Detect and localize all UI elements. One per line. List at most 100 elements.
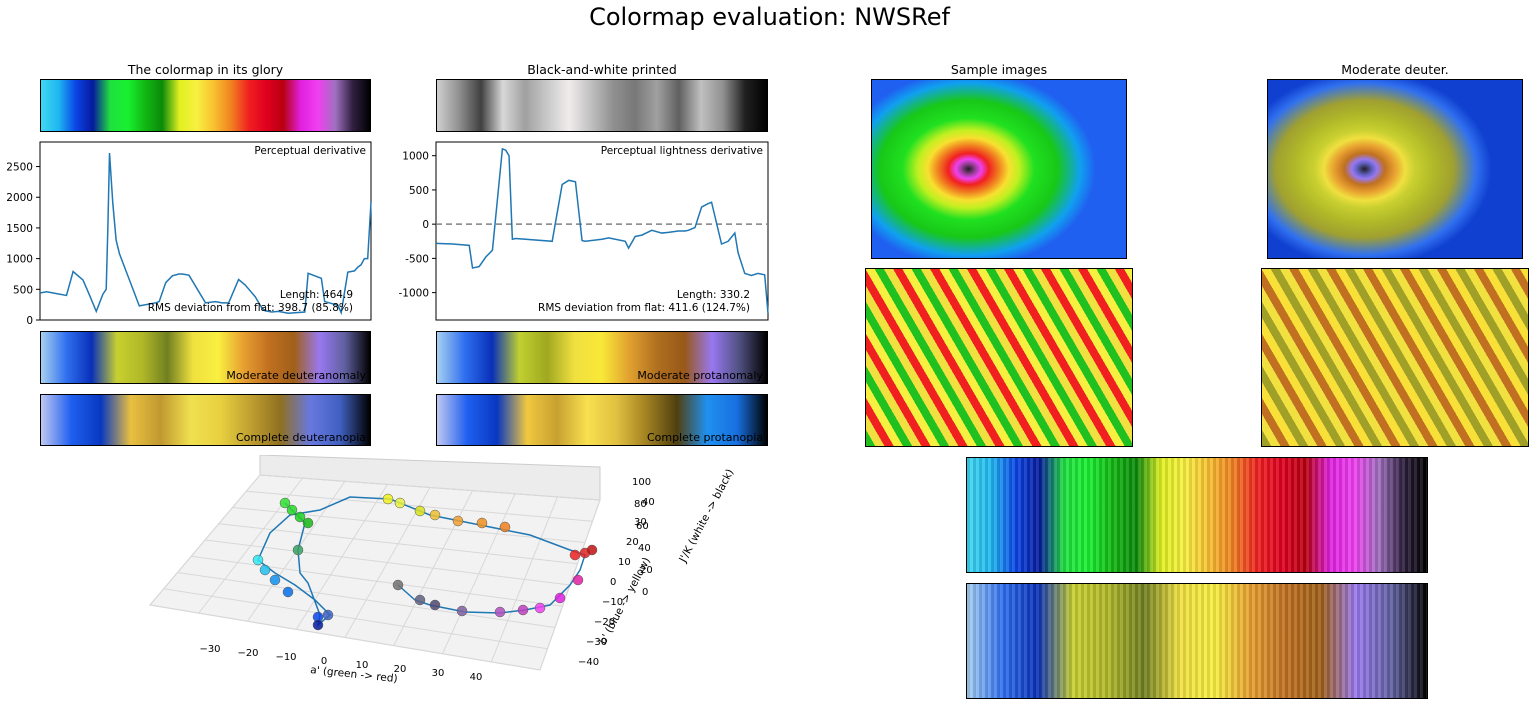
complete-deuteranopia-label: Complete deuteranopia [235, 431, 366, 444]
y-tick-label: −10 [602, 597, 623, 608]
y-tick-label: 1000 [6, 254, 33, 266]
plot-frame [435, 141, 769, 321]
trajectory-point [554, 592, 566, 604]
plot-annotation-rms: RMS deviation from flat: 398.7 (85.8%) [148, 302, 353, 314]
x-tick-label: −30 [199, 644, 220, 655]
plot-annotation-rms: RMS deviation from flat: 411.6 (124.7%) [538, 302, 750, 314]
y-tick-label: -1000 [398, 288, 429, 300]
y-tick-label: 0 [422, 219, 429, 231]
z-tick-label: 100 [632, 477, 651, 488]
grid-line [442, 493, 516, 654]
y-tick-label: 30 [634, 517, 647, 528]
plot-frame [39, 141, 372, 321]
sample-image-waves [865, 268, 1133, 447]
y-tick-label: 500 [409, 185, 429, 197]
trajectory-point [517, 604, 529, 616]
trajectory-point [282, 586, 294, 598]
colormap-strip [40, 79, 371, 132]
z-tick-label: 20 [640, 565, 653, 576]
trajectory-point [302, 517, 314, 529]
moderate-deuteranomaly-label: Moderate deuteranomaly [226, 369, 366, 382]
trajectory-point [569, 549, 581, 561]
trajectory-point [499, 521, 511, 533]
trajectory-point [429, 599, 441, 611]
x-axis-label: a' (green -> red) [310, 664, 398, 685]
plot-annotation-length: Length: 330.2 [677, 289, 750, 301]
x-tick-label: 20 [394, 664, 407, 675]
trajectory-point [259, 564, 271, 576]
x-tick-label: 10 [356, 660, 369, 671]
y-tick-label: −40 [578, 657, 599, 668]
sine-test-pattern-deuter [966, 583, 1428, 699]
trajectory-point [534, 602, 546, 614]
trajectory-point [322, 609, 334, 621]
grid-line [490, 496, 558, 663]
panel-title-bw: Black-and-white printed [527, 62, 677, 77]
plot-annotation-length: Length: 464.9 [280, 289, 353, 301]
figure-title: Colormap evaluation: NWSRef [589, 3, 950, 31]
complete-protanopia-strip: Complete protanopia [436, 394, 768, 446]
trajectory-point [279, 497, 291, 509]
x-tick-label: 0 [321, 656, 327, 667]
trajectory-point [476, 517, 488, 529]
x-tick-label: −10 [275, 652, 296, 663]
x-tick-label: −20 [237, 648, 258, 659]
sine-test-pattern [966, 457, 1428, 573]
y-tick-label: 10 [618, 557, 631, 568]
trajectory-point [294, 511, 306, 523]
z-tick-label: 0 [642, 587, 648, 598]
trajectory-point [394, 497, 406, 509]
y-tick-label: 40 [642, 497, 655, 508]
moderate-protanomaly-label: Moderate protanomaly [637, 369, 763, 382]
y-tick-label: 500 [13, 284, 33, 296]
y-tick-label: −30 [586, 637, 607, 648]
panel-title-glory: The colormap in its glory [127, 62, 284, 77]
x-tick-label: 40 [470, 672, 483, 683]
x-tick-label: 30 [432, 668, 445, 679]
y-tick-label: -500 [405, 253, 429, 265]
sample-image-topography-deuter [1267, 79, 1523, 259]
derivative-line [435, 147, 769, 314]
trajectory-point [269, 574, 281, 586]
trajectory-point [414, 505, 426, 517]
colormap-trajectory [257, 496, 586, 627]
grayscale-strip [436, 79, 768, 132]
lightness-derivative-plot: -1000 -500 0 500 1000 Perceptual lightness de… [398, 141, 769, 321]
trajectory-point [286, 504, 298, 516]
y-tick-label: 0 [26, 315, 33, 327]
plot-annotation-title: Perceptual derivative [254, 145, 366, 157]
derivative-line [39, 152, 372, 316]
trajectory-point [586, 544, 598, 556]
y-tick-label: 1000 [402, 151, 429, 163]
trajectory-point [429, 509, 441, 521]
panel-title-deuter: Moderate deuter. [1341, 62, 1449, 77]
z-tick-label: 40 [638, 543, 651, 554]
perceptual-derivative-plot: 0 500 1000 1500 2000 2500 Perceptual derivativ… [6, 141, 372, 327]
z-tick-label: 60 [636, 521, 649, 532]
sample-image-topography [871, 79, 1127, 259]
plot-annotation-title: Perceptual lightness derivative [601, 145, 763, 157]
z-tick-label: 80 [634, 499, 647, 510]
trajectory-point [494, 606, 506, 618]
trajectory-point [572, 574, 584, 586]
panel-title-samples: Sample images [950, 62, 1048, 77]
trajectory-point [452, 515, 464, 527]
moderate-deuteranomaly-strip: Moderate deuteranomaly [40, 331, 371, 384]
moderate-protanomaly-strip: Moderate protanomaly [436, 331, 768, 384]
complete-deuteranopia-strip: Complete deuteranopia [40, 394, 371, 446]
trajectory-point [252, 554, 264, 566]
y-tick-label: 2000 [6, 192, 33, 204]
trajectory-point [456, 605, 468, 617]
complete-protanopia-label: Complete protanopia [646, 431, 763, 444]
z-axis-label: J'/K (white -> black) [677, 467, 737, 565]
trajectory-point [312, 619, 324, 631]
grid-line [259, 474, 601, 501]
y-tick-label: 0 [610, 577, 616, 588]
y-tick-label: 1500 [6, 223, 33, 235]
trajectory-point [414, 594, 426, 606]
grid-line [218, 523, 578, 565]
trajectory-point [292, 544, 304, 556]
colorspace-3d-plot: −30 −20 −10 0 10 20 30 40−40−30−20−100102030400… [149, 455, 737, 685]
trajectory-point [382, 493, 394, 505]
y-tick-label: −20 [594, 617, 615, 628]
